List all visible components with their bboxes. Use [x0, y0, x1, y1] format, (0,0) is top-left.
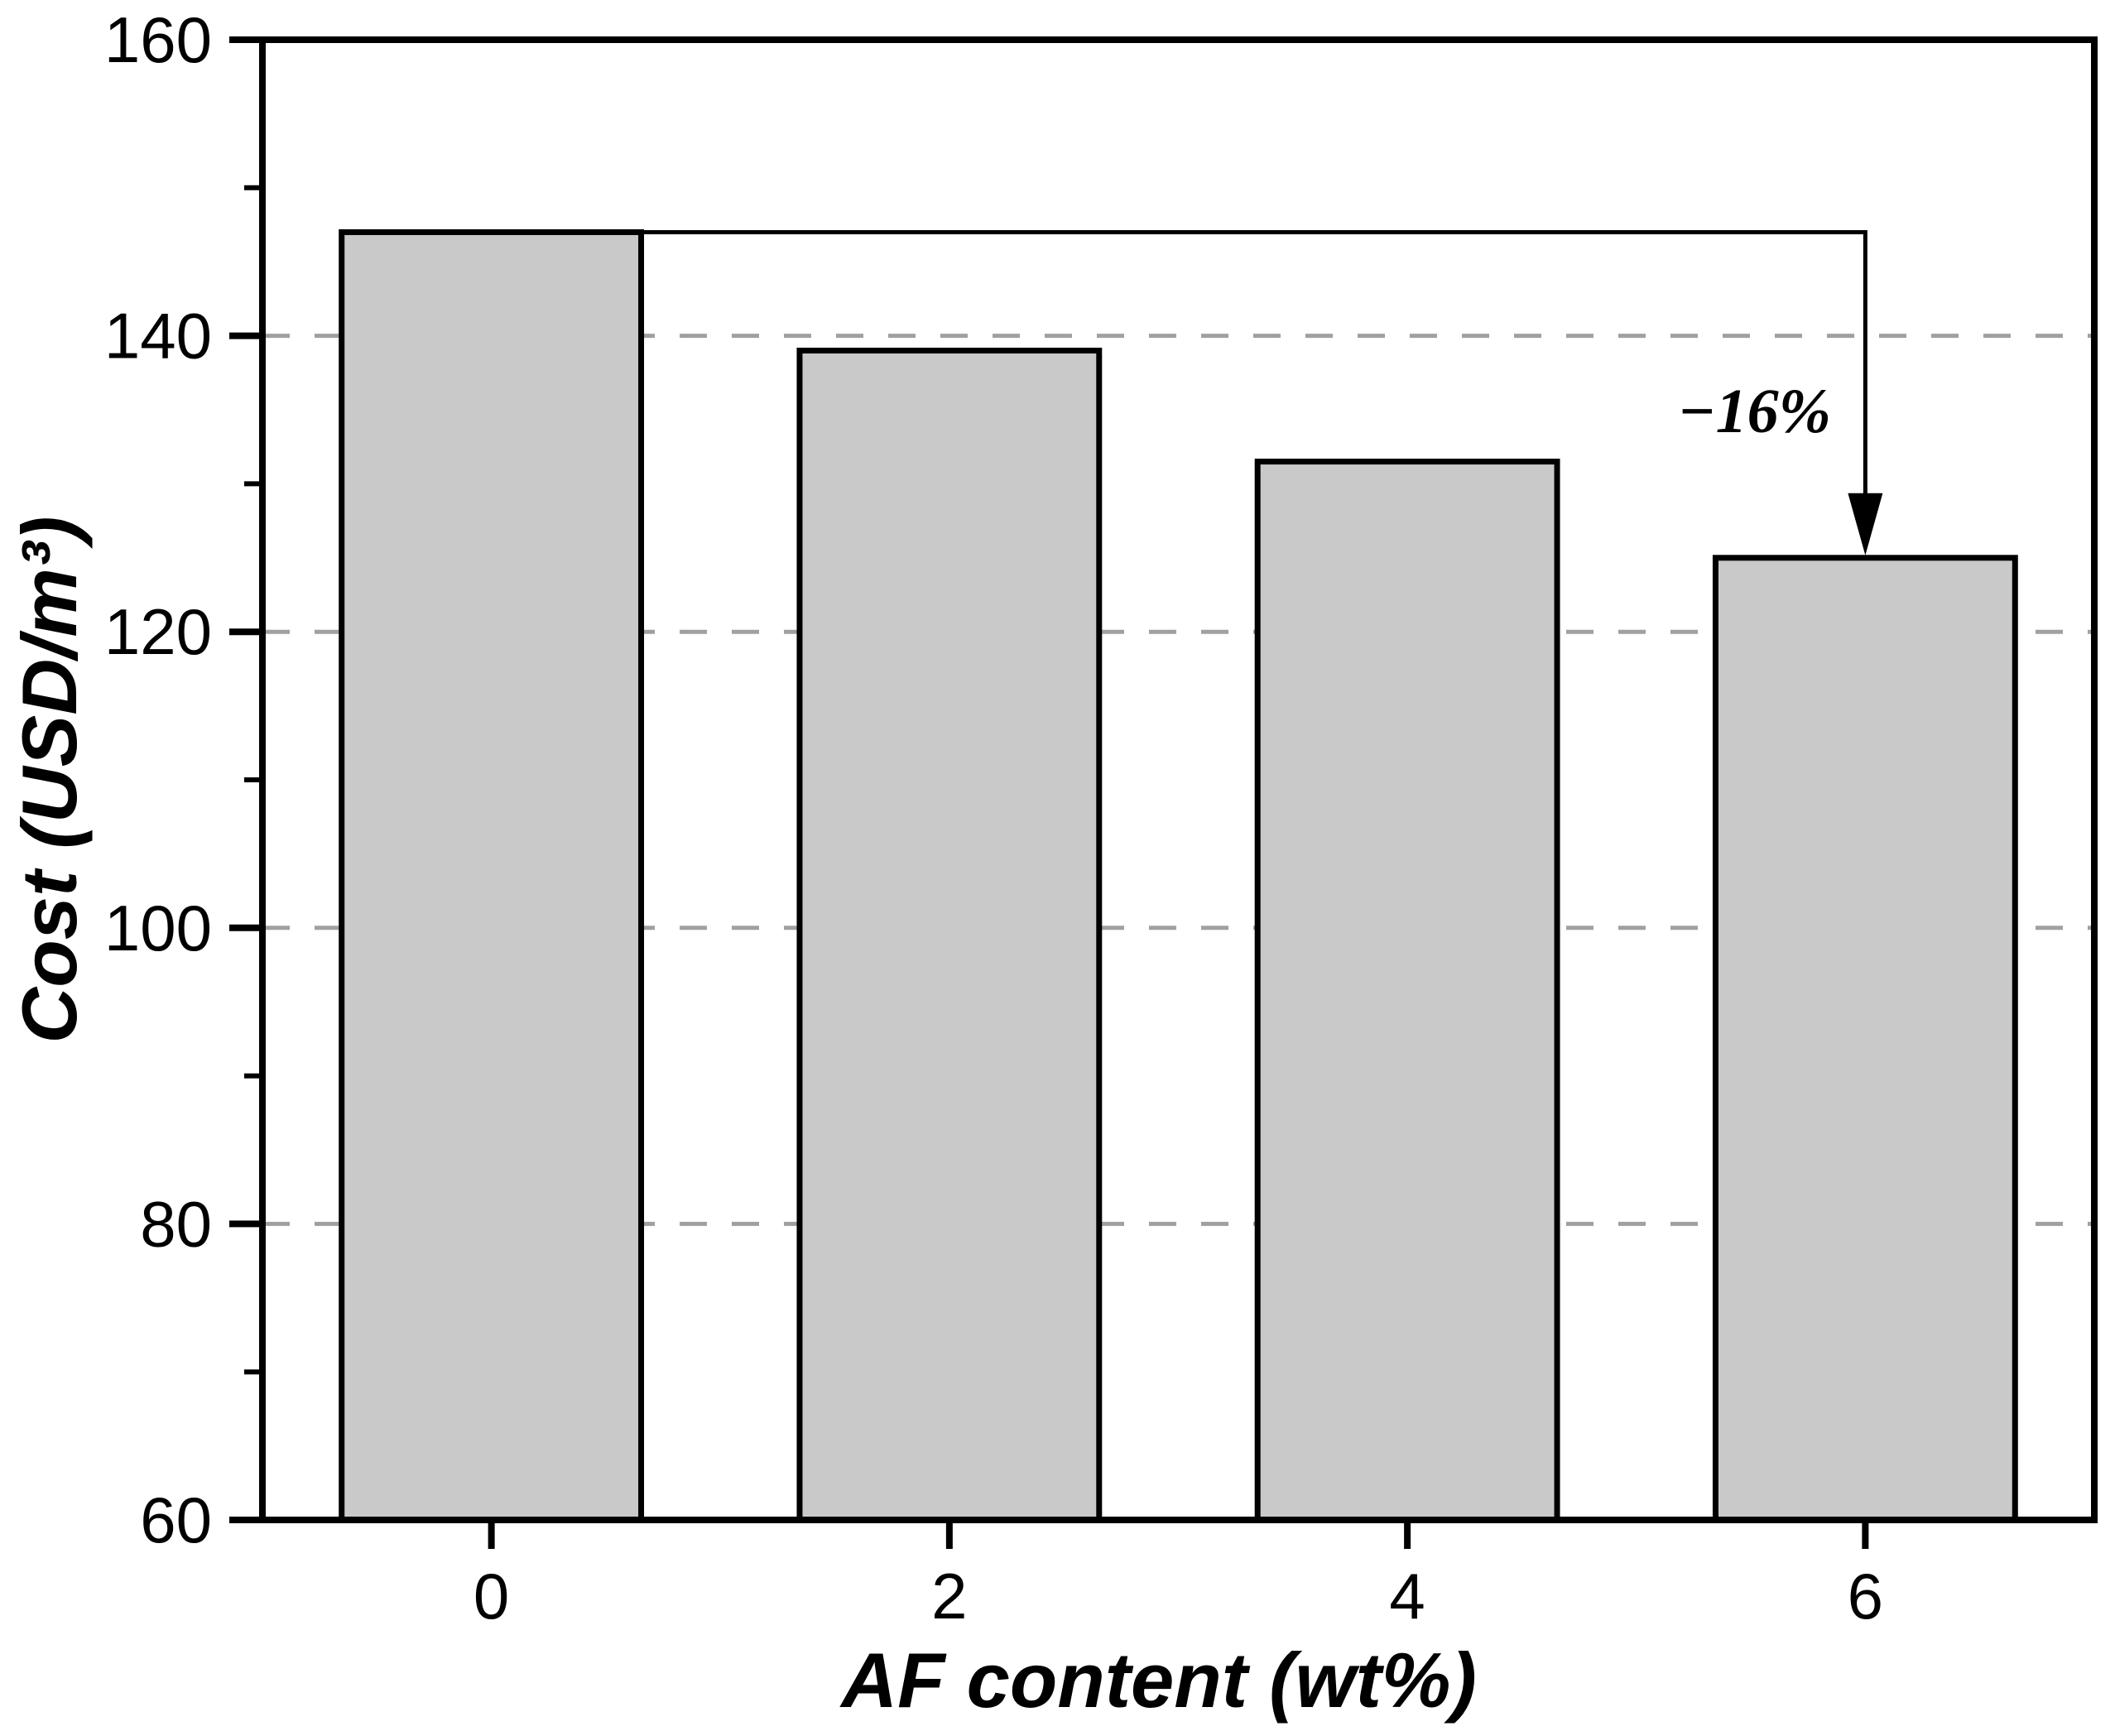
- annotation: −16%: [641, 229, 1883, 555]
- y-tick-label: 160: [104, 3, 212, 76]
- x-tick-label: 0: [473, 1560, 509, 1633]
- y-tick-label: 60: [140, 1484, 212, 1556]
- y-tick-label: 140: [104, 300, 212, 373]
- x-axis-label: AF content (wt%): [839, 1637, 1477, 1724]
- annotation-label: −16%: [1678, 377, 1831, 446]
- annotation-arrow-line: [641, 229, 1867, 498]
- x-tick-label: 2: [931, 1560, 967, 1633]
- x-tick-label: 6: [1848, 1560, 1883, 1633]
- y-tick-label: 80: [140, 1187, 212, 1260]
- bars: [339, 228, 2018, 1523]
- bar: [339, 228, 645, 1523]
- x-axis-ticks: 0 2 4 6: [473, 1520, 1883, 1633]
- y-tick-label: 120: [104, 595, 212, 668]
- bar: [1712, 555, 2018, 1523]
- annotation-arrowhead-icon: [1848, 493, 1883, 555]
- bar: [1254, 459, 1560, 1523]
- y-axis-label: Cost (USD/m³): [6, 516, 93, 1043]
- x-tick-label: 4: [1389, 1560, 1425, 1633]
- y-axis-ticks: 60 80 100 120 140 160: [104, 3, 262, 1556]
- bar: [796, 347, 1103, 1523]
- y-tick-label: 100: [104, 892, 212, 964]
